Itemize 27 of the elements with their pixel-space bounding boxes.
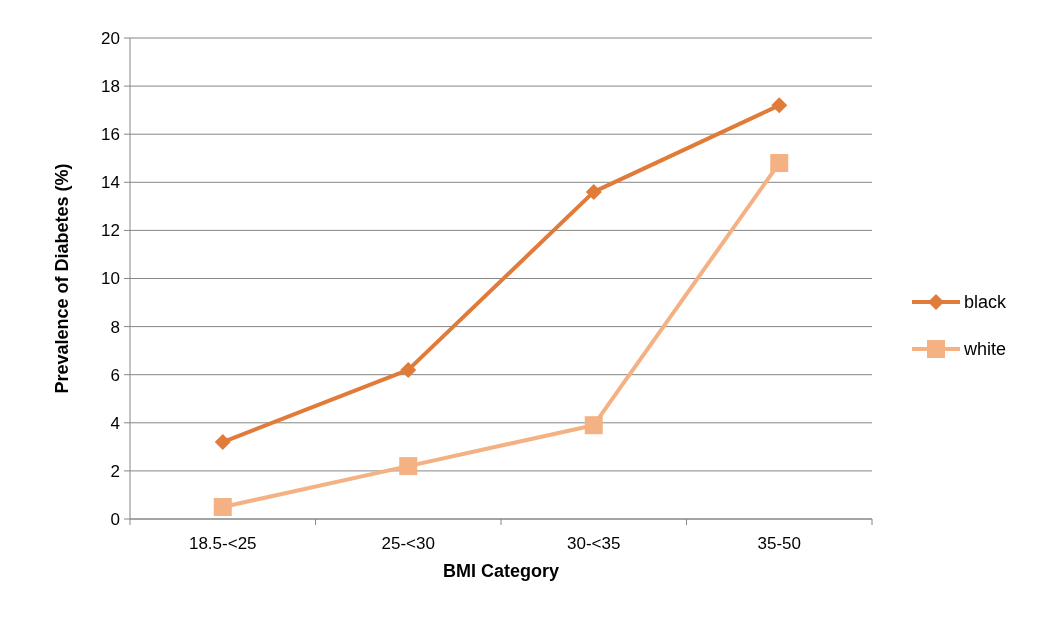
x-tick-label: 35-50	[757, 534, 801, 553]
point	[585, 183, 602, 200]
y-tick-label: 2	[110, 461, 120, 481]
point	[214, 434, 231, 451]
x-tick-label: 25-<30	[381, 534, 435, 553]
x-axis-title: BMI Category	[442, 561, 560, 581]
y-tick-label: 14	[101, 173, 120, 193]
y-tick-label: 0	[110, 509, 120, 529]
point	[771, 97, 788, 114]
legend-label: black	[964, 292, 1008, 313]
y-tick-label: 12	[101, 221, 120, 241]
x-tick-label: 18.5-<25	[188, 534, 257, 553]
y-tick-label: 10	[101, 269, 120, 289]
y-tick-label: 6	[110, 365, 120, 385]
y-tick-label: 4	[110, 413, 120, 433]
y-tick-label: 18	[101, 77, 120, 97]
y-tick-label: 16	[101, 125, 120, 145]
point	[770, 154, 789, 173]
y-tick-label: 20	[101, 28, 120, 48]
point	[584, 416, 603, 435]
y-axis-title: Prevalence of Diabetes (%)	[52, 163, 72, 394]
point	[213, 497, 232, 516]
legend-label: white	[963, 339, 1007, 360]
point	[400, 361, 417, 378]
point	[399, 457, 418, 476]
x-tick-label: 30-<35	[567, 534, 621, 553]
y-tick-label: 8	[110, 317, 120, 337]
